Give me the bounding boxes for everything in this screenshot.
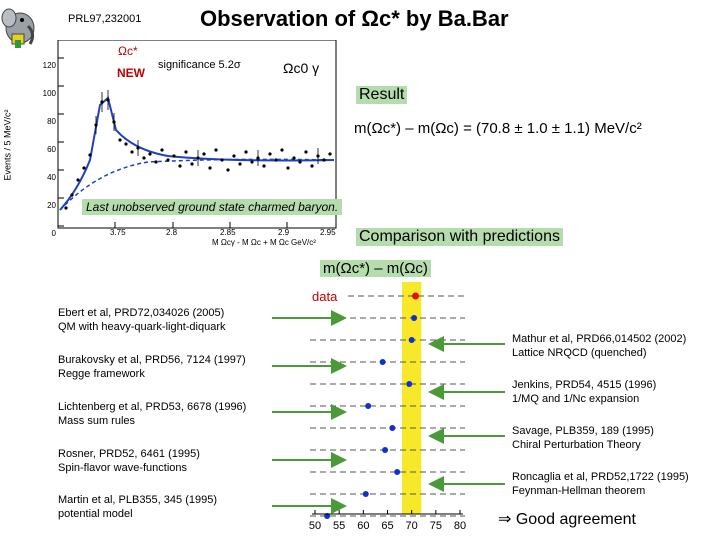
fit-curve	[59, 96, 335, 211]
paper-reference: PRL97,232001	[68, 13, 142, 25]
ref-citation: Roncaglia et al, PRD52,1722 (1995)	[512, 471, 689, 483]
conclusion-text: ⇒ Good agreement	[498, 511, 636, 528]
right-ref-roncaglia: Roncaglia et al, PRD52,1722 (1995) Feynm…	[512, 470, 689, 498]
histogram-points	[64, 98, 332, 210]
decay-mode-label: Ωc0 γ	[283, 60, 320, 76]
right-ref-jenkins: Jenkins, PRD54, 4515 (1996) 1/MQ and 1/N…	[512, 378, 656, 406]
left-ref-burakovsky: Burakovsky et al, PRD56, 7124 (1997) Reg…	[58, 353, 246, 381]
x-tick-label: 55	[333, 520, 345, 532]
x-tick-label: 70	[406, 520, 418, 532]
ref-citation: Burakovsky et al, PRD56, 7124 (1997)	[58, 354, 246, 366]
data-band	[402, 282, 422, 514]
prediction-point	[394, 469, 401, 475]
ref-citation: Mathur et al, PRD66,014502 (2002)	[512, 333, 687, 345]
prediction-point	[379, 359, 386, 365]
left-ref-martin: Martin et al, PLB355, 345 (1995) potenti…	[58, 493, 217, 521]
prediction-point	[406, 381, 413, 387]
ref-citation: Rosner, PRD52, 6461 (1995)	[58, 448, 200, 460]
x-tick-label: 2.85	[220, 228, 236, 237]
left-ref-lichtenberg: Lichtenberg et al, PRD53, 6678 (1996) Ma…	[58, 400, 246, 428]
x-tick-label: 60	[357, 520, 369, 532]
ref-method: Feynman-Hellman theorem	[512, 485, 646, 497]
ref-method: QM with heavy-quark-light-diquark	[58, 321, 226, 333]
ref-citation: Savage, PLB359, 189 (1995)	[512, 425, 654, 437]
omega-c-star-label: Ωc*	[118, 44, 138, 58]
plot-frame	[57, 40, 337, 229]
left-ref-rosner: Rosner, PRD52, 6461 (1995) Spin-flavor w…	[58, 447, 200, 475]
result-heading: Result	[356, 86, 408, 104]
prediction-point	[411, 315, 418, 321]
slide-title: Observation of Ωc* by Ba.Bar	[200, 6, 509, 32]
right-ref-mathur: Mathur et al, PRD66,014502 (2002) Lattic…	[512, 332, 686, 360]
x-tick-label: 80	[454, 520, 466, 532]
ref-method: Mass sum rules	[58, 415, 136, 427]
ref-method: potential model	[58, 508, 133, 520]
left-ref-ebert: Ebert et al, PRD72,034026 (2005) QM with…	[58, 306, 226, 334]
right-ref-savage: Savage, PLB359, 189 (1995) Chiral Pertur…	[512, 424, 654, 452]
y-tick-label: 80	[47, 117, 56, 126]
new-label: NEW	[117, 66, 145, 80]
title-text: Observation of Ωc* by Ba.Bar	[200, 6, 509, 31]
x-tick-label: 50	[309, 520, 321, 532]
data-point-measurement	[412, 292, 420, 300]
y-tick-labels: 120 100 80 60 40 20 0	[34, 52, 56, 248]
ref-citation: Jenkins, PRD54, 4515 (1996)	[512, 379, 657, 391]
prediction-point	[389, 425, 396, 431]
x-tick-label: 2.95	[320, 228, 336, 237]
comparison-subheading: m(Ωc*) – m(Ωc)	[320, 260, 431, 277]
y-tick-label: 100	[42, 89, 56, 98]
comparison-heading: Comparison with predictions	[356, 228, 563, 246]
y-tick-label: 60	[47, 145, 56, 154]
x-axis-label: M Ωcγ - M Ωc + M Ωc GeV/c²	[212, 238, 316, 247]
prediction-point	[365, 403, 372, 409]
ref-citation: Lichtenberg et al, PRD53, 6678 (1996)	[58, 401, 247, 413]
ref-method: Spin-flavor wave-functions	[58, 462, 188, 474]
mass-histogram	[57, 40, 337, 229]
ref-citation: Ebert et al, PRD72,034026 (2005)	[58, 307, 225, 319]
y-tick-label: 0	[51, 229, 56, 238]
ref-method: Chiral Perturbation Theory	[512, 439, 641, 451]
x-tick-label: 2.9	[278, 228, 290, 237]
ref-method: Lattice NRQCD (quenched)	[512, 347, 647, 359]
note-box: Last unobserved ground state charmed bar…	[82, 199, 343, 215]
result-formula: m(Ωc*) – m(Ωc) = (70.8 ± 1.0 ± 1.1) MeV/…	[354, 120, 642, 137]
ref-method: 1/MQ and 1/Nc expansion	[512, 393, 640, 405]
background-curve	[59, 158, 335, 211]
histogram-error-bars	[95, 90, 319, 166]
significance-label: significance 5.2σ	[158, 59, 241, 71]
ref-method: Regge framework	[58, 368, 145, 380]
x-tick-label: 3.75	[110, 228, 126, 237]
prediction-point	[408, 337, 415, 343]
x-tick-label: 65	[381, 520, 393, 532]
x-tick-label: 75	[430, 520, 442, 532]
babar-elephant-logo	[1, 8, 35, 48]
y-tick-label: 20	[47, 201, 56, 210]
prediction-point	[362, 491, 369, 497]
ref-citation: Martin et al, PLB355, 345 (1995)	[58, 494, 217, 506]
y-tick-label: 120	[42, 61, 56, 70]
data-label: data	[312, 289, 338, 304]
prediction-point	[382, 447, 389, 453]
y-tick-label: 40	[47, 173, 56, 182]
x-tick-label: 2.8	[166, 228, 178, 237]
comparison-chart: 50 55 60 65 70 75 80	[309, 282, 466, 532]
